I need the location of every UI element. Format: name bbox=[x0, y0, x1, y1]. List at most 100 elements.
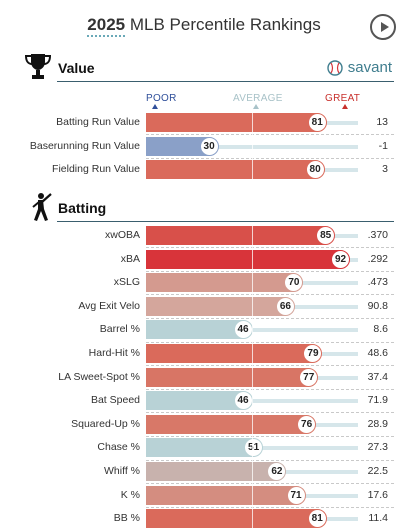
batting-section-title: Batting bbox=[58, 200, 107, 216]
metric-row[interactable]: Fielding Run Value 80 3 bbox=[0, 158, 408, 181]
row-divider bbox=[146, 506, 394, 508]
percentile-bar bbox=[146, 344, 314, 363]
metric-raw-value: 22.5 bbox=[367, 465, 388, 477]
row-divider bbox=[146, 459, 394, 461]
metric-row[interactable]: Batting Run Value 81 13 bbox=[0, 111, 408, 134]
percentile-value-badge: 79 bbox=[303, 344, 323, 363]
metric-row[interactable]: xSLG 70 .473 bbox=[0, 271, 408, 294]
metric-row[interactable]: Whiff % 62 22.5 bbox=[0, 460, 408, 483]
percentile-bar bbox=[146, 160, 316, 180]
percentile-bar bbox=[146, 509, 318, 529]
percentile-value-badge: 76 bbox=[297, 414, 317, 434]
metric-row[interactable]: xBA 92 .292 bbox=[0, 248, 408, 271]
title-text: MLB Percentile Rankings bbox=[129, 15, 321, 34]
metric-label: Whiff % bbox=[104, 465, 140, 477]
percentile-bar bbox=[146, 462, 278, 481]
metric-raw-value: 37.4 bbox=[367, 370, 388, 383]
metric-raw-value: 13 bbox=[376, 116, 388, 128]
metric-row[interactable]: Squared-Up % 76 28.9 bbox=[0, 413, 408, 436]
percentile-bar bbox=[146, 249, 342, 269]
row-divider bbox=[146, 341, 394, 343]
play-icon[interactable] bbox=[370, 14, 396, 40]
percentile-scale: POOR AVERAGE GREAT bbox=[0, 93, 408, 109]
metric-row[interactable]: Avg Exit Velo 66 90.8 bbox=[0, 295, 408, 318]
metric-label: xSLG bbox=[113, 276, 140, 289]
section-rule bbox=[57, 221, 394, 222]
metric-label: Fielding Run Value bbox=[52, 163, 140, 176]
metric-row[interactable]: LA Sweet-Spot % 77 37.4 bbox=[0, 366, 408, 389]
value-section-title: Value bbox=[58, 60, 95, 76]
percentile-bar bbox=[146, 296, 286, 316]
page-title: 2025 MLB Percentile Rankings bbox=[0, 15, 408, 37]
great-marker-icon bbox=[342, 104, 348, 109]
average-line bbox=[252, 113, 253, 180]
trophy-icon bbox=[24, 54, 52, 79]
percentile-value-badge: 80 bbox=[305, 160, 325, 180]
percentile-bar bbox=[146, 226, 327, 245]
percentile-value-badge: 62 bbox=[267, 462, 287, 481]
metric-raw-value: 3 bbox=[382, 163, 388, 176]
percentile-value-badge: 70 bbox=[284, 273, 304, 293]
row-divider bbox=[146, 317, 394, 319]
scale-poor-label: POOR bbox=[146, 93, 177, 104]
metric-row[interactable]: Baserunning Run Value 30 -1 bbox=[0, 135, 408, 158]
batter-icon bbox=[32, 193, 52, 221]
metric-raw-value: 28.9 bbox=[367, 417, 388, 430]
percentile-bar bbox=[146, 113, 318, 132]
row-divider bbox=[146, 270, 394, 272]
row-divider bbox=[146, 435, 394, 437]
percentile-value-badge: 51 bbox=[244, 438, 264, 458]
scale-great-label: GREAT bbox=[325, 93, 361, 104]
metric-raw-value: .370 bbox=[367, 229, 388, 241]
metric-raw-value: 17.6 bbox=[367, 488, 388, 501]
row-divider bbox=[146, 134, 394, 136]
metric-label: Batting Run Value bbox=[56, 116, 140, 128]
metric-raw-value: 90.8 bbox=[367, 299, 388, 312]
metric-label: Squared-Up % bbox=[71, 417, 140, 430]
metric-raw-value: 8.6 bbox=[373, 323, 388, 336]
row-divider bbox=[146, 412, 394, 414]
row-divider bbox=[146, 294, 394, 296]
poor-marker-icon bbox=[152, 104, 158, 109]
row-divider bbox=[146, 388, 394, 390]
row-divider bbox=[146, 365, 394, 367]
metric-raw-value: 27.3 bbox=[367, 441, 388, 454]
metric-row[interactable]: xwOBA 85 .370 bbox=[0, 224, 408, 247]
header: 2025 MLB Percentile Rankings bbox=[0, 0, 408, 50]
metric-row[interactable]: Barrel % 46 8.6 bbox=[0, 318, 408, 341]
row-divider bbox=[146, 157, 394, 159]
metric-row[interactable]: Hard-Hit % 79 48.6 bbox=[0, 342, 408, 365]
metric-raw-value: 11.4 bbox=[368, 512, 388, 525]
metric-label: Barrel % bbox=[99, 323, 140, 336]
metric-raw-value: .473 bbox=[367, 276, 388, 289]
average-line bbox=[252, 226, 253, 529]
percentile-bar bbox=[146, 485, 297, 505]
metric-raw-value: -1 bbox=[378, 139, 388, 152]
metric-row[interactable]: K % 71 17.6 bbox=[0, 484, 408, 507]
metric-label: Bat Speed bbox=[90, 394, 140, 407]
row-divider bbox=[146, 483, 394, 485]
metric-label: Hard-Hit % bbox=[88, 347, 140, 359]
percentile-value-badge: 71 bbox=[286, 485, 306, 505]
value-section-header: Value savant bbox=[0, 52, 408, 82]
percentile-bar bbox=[146, 320, 244, 340]
metric-row[interactable]: Bat Speed 46 71.9 bbox=[0, 389, 408, 412]
percentile-value-badge: 30 bbox=[199, 136, 219, 156]
savant-brand[interactable]: savant bbox=[327, 59, 392, 76]
metric-label: Chase % bbox=[97, 441, 140, 454]
average-marker-icon bbox=[253, 104, 259, 109]
scale-average-label: AVERAGE bbox=[233, 93, 283, 104]
season-year-link[interactable]: 2025 bbox=[87, 15, 126, 37]
metric-label: xBA bbox=[120, 252, 140, 265]
metric-row[interactable]: Chase % 51 27.3 bbox=[0, 436, 408, 459]
percentile-value-badge: 92 bbox=[331, 249, 351, 269]
metric-label: xwOBA bbox=[104, 229, 140, 241]
percentile-value-badge: 66 bbox=[275, 296, 295, 316]
metric-label: Baserunning Run Value bbox=[29, 139, 140, 152]
metric-label: K % bbox=[120, 488, 140, 501]
percentile-bar bbox=[146, 438, 255, 458]
percentile-bar bbox=[146, 367, 310, 387]
percentile-value-badge: 46 bbox=[233, 320, 253, 340]
percentile-bar bbox=[146, 414, 308, 434]
percentile-bar bbox=[146, 391, 244, 411]
